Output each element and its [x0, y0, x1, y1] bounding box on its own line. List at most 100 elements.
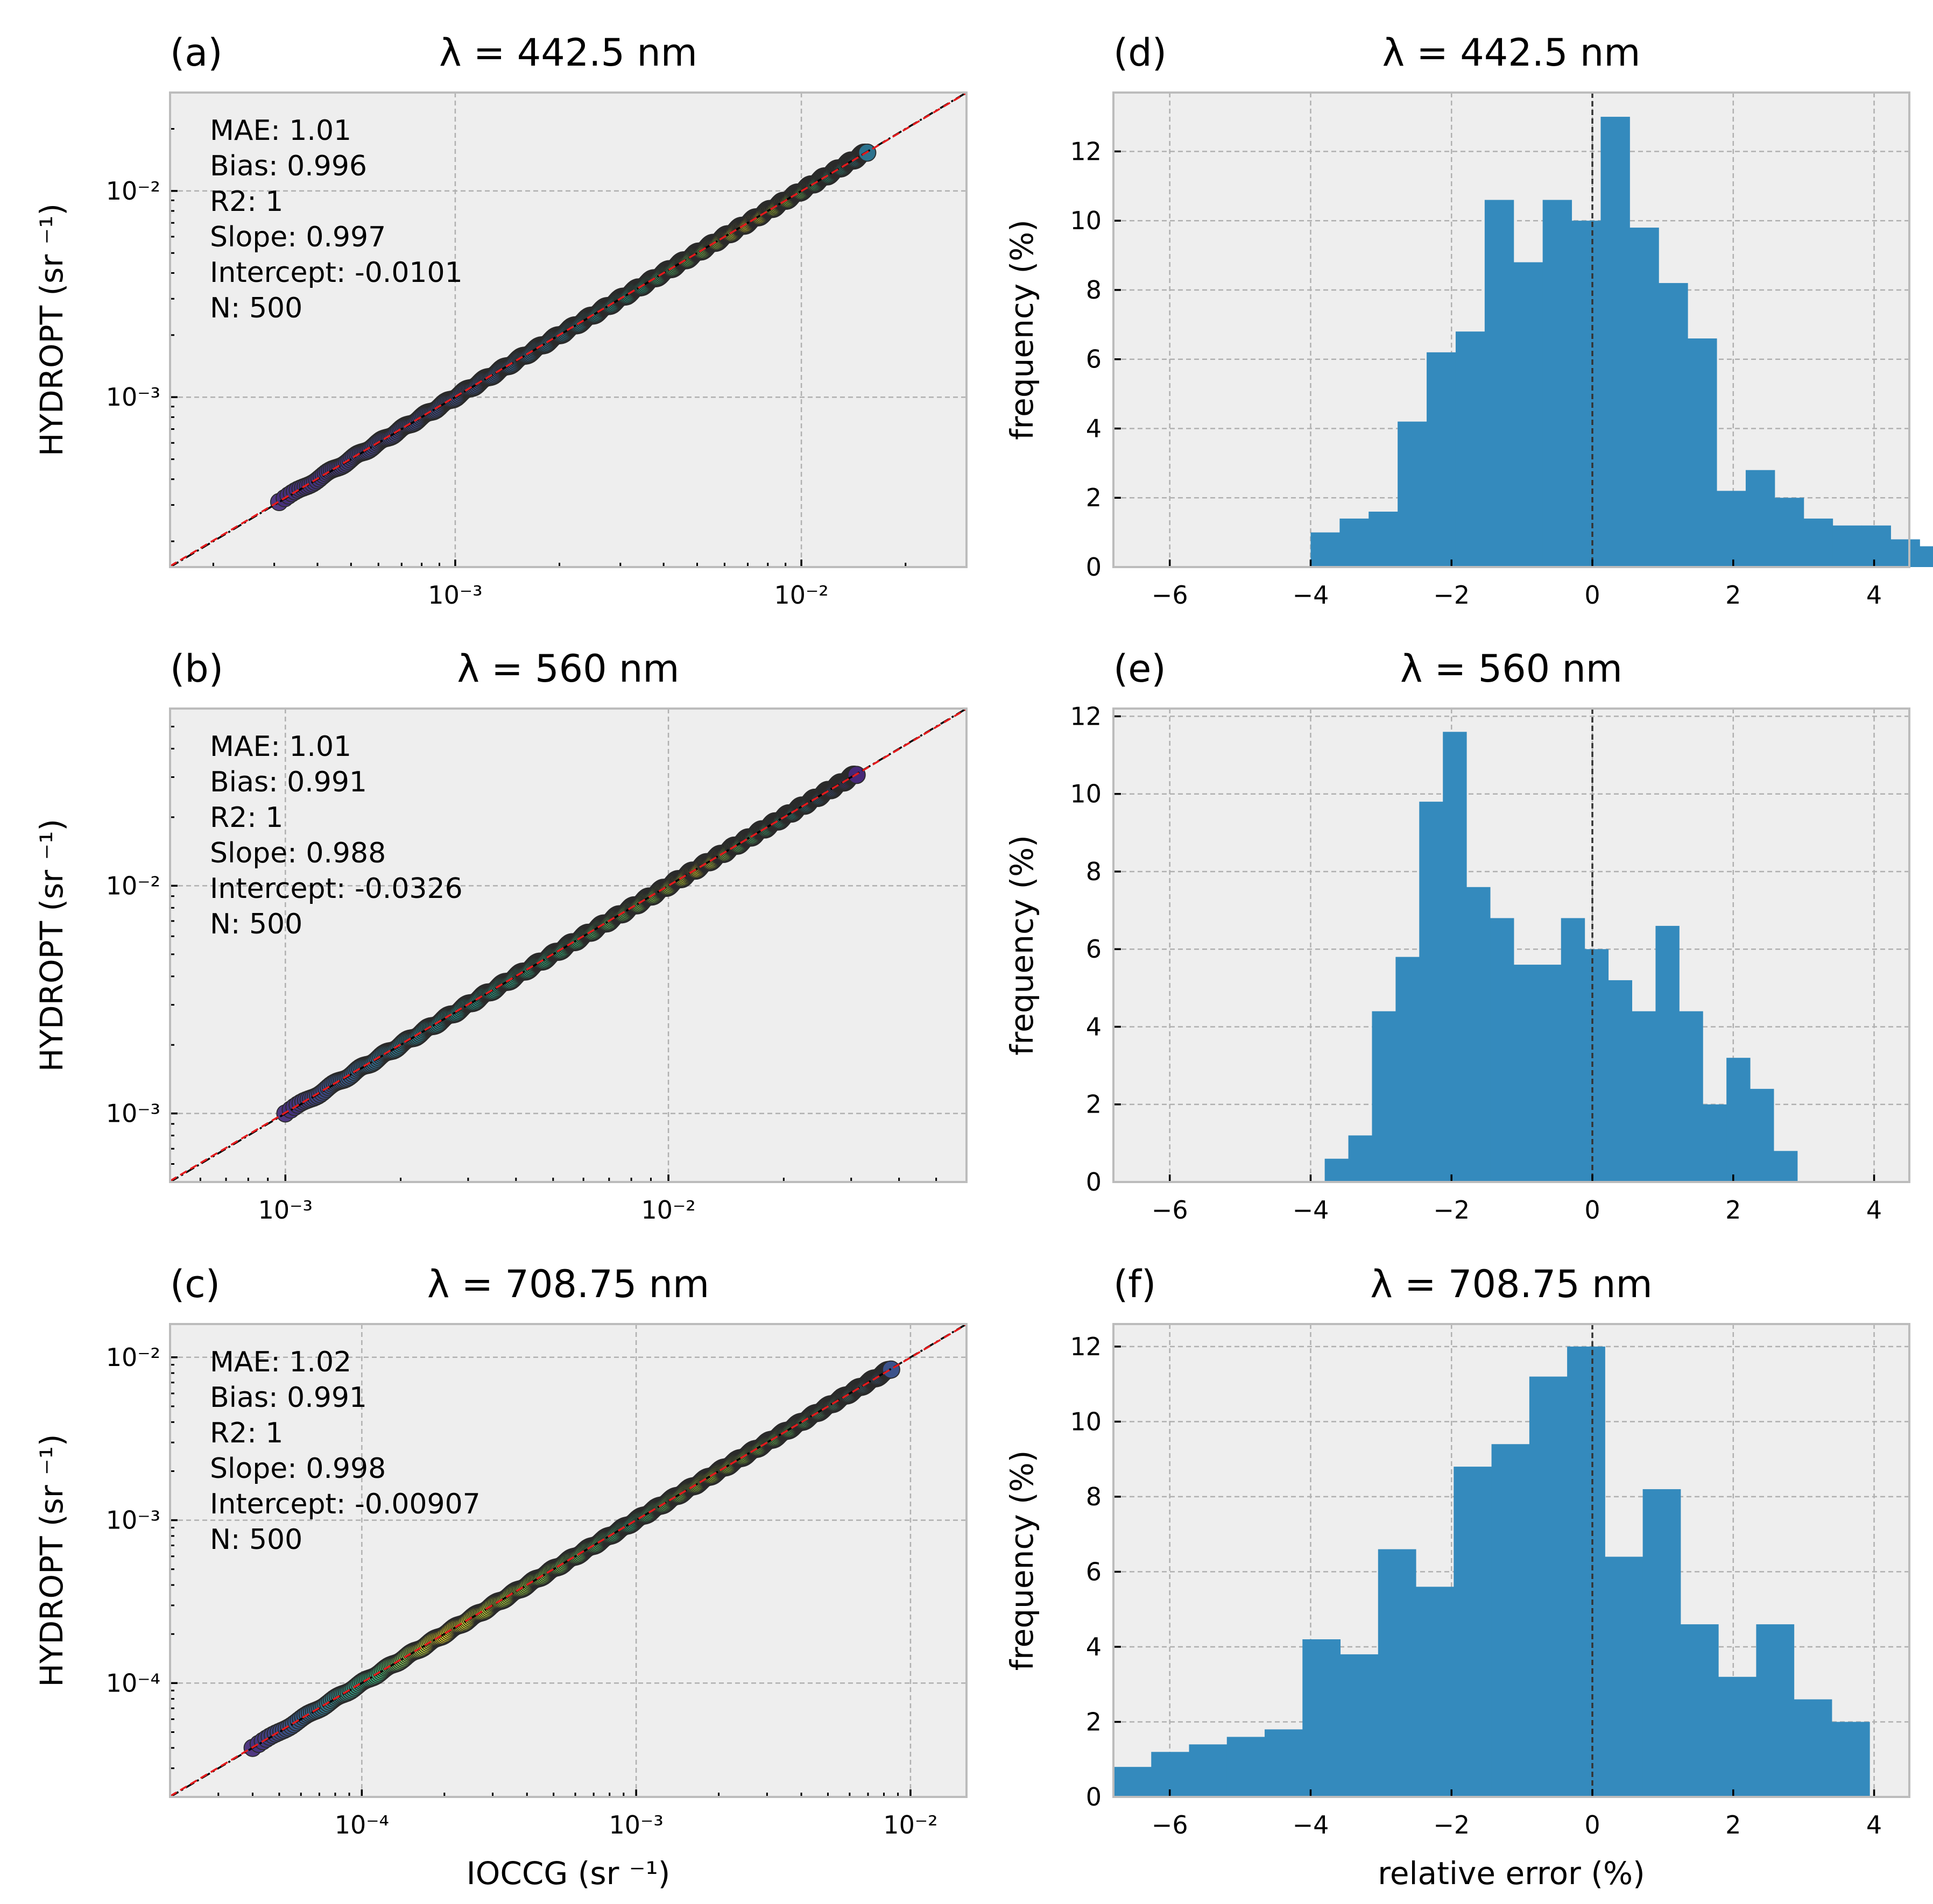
regression-line	[170, 708, 967, 1182]
histogram-bar	[1537, 965, 1562, 1182]
y-axis-label: HYDROPT (sr ⁻¹)	[33, 819, 70, 1072]
histogram-bar	[1416, 1587, 1454, 1797]
x-tick-label: −6	[1152, 1810, 1188, 1839]
histogram-bar	[1513, 965, 1538, 1182]
histogram-bar	[1745, 470, 1775, 567]
x-tick-label: 4	[1866, 1195, 1882, 1224]
y-tick-label: 0	[1086, 1782, 1102, 1811]
y-tick-label: 6	[1086, 345, 1102, 374]
histogram-bar	[1584, 949, 1609, 1182]
y-tick-label: 10⁻²	[106, 871, 160, 900]
histogram-bar	[1773, 1151, 1798, 1182]
histogram-bars	[1324, 732, 1798, 1182]
histogram-bar	[1726, 1058, 1751, 1182]
histogram-bar	[1920, 546, 1933, 567]
x-tick-label: 10⁻⁴	[335, 1810, 389, 1839]
histogram-bar	[1561, 918, 1585, 1182]
stats-line: R2: 1	[210, 1417, 283, 1449]
histogram-bars	[1113, 1346, 1870, 1797]
x-tick-label: −2	[1433, 581, 1470, 610]
x-tick-label: −4	[1293, 1810, 1329, 1839]
histogram-bar	[1542, 200, 1572, 567]
x-tick-label: −2	[1433, 1195, 1470, 1224]
histogram-bar	[1443, 732, 1467, 1182]
stats-line: R2: 1	[210, 186, 283, 218]
histogram-bar	[1455, 331, 1485, 567]
panel-label: (a)	[170, 31, 223, 75]
stats-line: N: 500	[210, 292, 302, 324]
histogram-panel-f: −6 −4 −2 0 2 4 0 2 4 6 8 10 12 (f) λ = 708.75 nm freque…	[1004, 1262, 1910, 1892]
x-tick-label: 4	[1866, 581, 1882, 610]
y-tick-label: 6	[1086, 935, 1102, 964]
axes-frame	[1112, 91, 1910, 568]
stats-line: Intercept: -0.0101	[210, 257, 463, 289]
y-axis-label: HYDROPT (sr ⁻¹)	[33, 203, 70, 456]
histogram-bar	[1756, 1624, 1795, 1797]
stats-line: Bias: 0.991	[210, 766, 367, 798]
histogram-bar	[1113, 1767, 1152, 1797]
y-axis-label: frequency (%)	[1004, 1450, 1040, 1671]
histogram-bar	[1484, 200, 1514, 567]
y-tick-label: 2	[1086, 1707, 1102, 1736]
y-axis-label: frequency (%)	[1004, 220, 1040, 440]
y-tick-label: 8	[1086, 1482, 1102, 1511]
y-tick-label: 0	[1086, 1167, 1102, 1197]
x-tick-label: 10⁻²	[774, 581, 828, 610]
axes-frame	[1112, 707, 1910, 1183]
panel-title: λ = 560 nm	[457, 647, 680, 691]
histogram-bar	[1659, 283, 1688, 567]
histogram-bar	[1302, 1639, 1341, 1797]
stats-line: Slope: 0.998	[210, 1453, 386, 1485]
stats-line: Bias: 0.996	[210, 150, 367, 182]
histogram-bar	[1378, 1549, 1416, 1797]
y-tick-label: 10⁻²	[106, 176, 160, 206]
x-tick-label: 10⁻³	[609, 1810, 664, 1839]
y-tick-label: 10⁻³	[106, 1506, 160, 1535]
histogram-bar	[1794, 1699, 1832, 1797]
scatter-panel-c: 10⁻⁴ 10⁻³ 10⁻² 10⁻⁴ 10⁻³ 10⁻² MAE: 1.02 Bias: 0…	[33, 1262, 968, 1892]
y-tick-label: 4	[1086, 414, 1102, 443]
histogram-bar	[1419, 802, 1443, 1182]
y-tick-label: 10	[1070, 206, 1102, 235]
stats-line: MAE: 1.01	[210, 731, 351, 763]
histogram-panel-e: −6 −4 −2 0 2 4 0 2 4 6 8 10 12 (e) λ = 560 nm frequency…	[1004, 647, 1910, 1224]
panel-label: (e)	[1113, 647, 1166, 691]
panel-label: (b)	[170, 647, 223, 691]
y-tick-label: 4	[1086, 1012, 1102, 1041]
histogram-bar	[1688, 338, 1717, 567]
x-tick-label: 2	[1725, 581, 1741, 610]
y-tick-label: 12	[1070, 702, 1102, 731]
histogram-bar	[1717, 491, 1746, 567]
x-axis-label: relative error (%)	[1378, 1855, 1645, 1892]
panel-title: λ = 442.5 nm	[1382, 31, 1641, 75]
y-tick-label: 0	[1086, 553, 1102, 582]
histogram-bar	[1339, 518, 1369, 567]
x-tick-label: 10⁻³	[428, 581, 482, 610]
stats-line: R2: 1	[210, 802, 283, 834]
histogram-bar	[1774, 498, 1804, 567]
histogram-bar	[1454, 1467, 1492, 1797]
histogram-bar	[1642, 1489, 1681, 1797]
histogram-bar	[1831, 1722, 1870, 1797]
y-tick-label: 12	[1070, 137, 1102, 166]
x-tick-label: −6	[1152, 581, 1188, 610]
x-tick-label: −4	[1293, 581, 1329, 610]
histogram-bar	[1600, 117, 1630, 568]
panel-label: (c)	[170, 1262, 220, 1306]
histogram-bar	[1398, 421, 1427, 567]
y-tick-label: 4	[1086, 1632, 1102, 1661]
histogram-bar	[1265, 1729, 1303, 1797]
panel-label: (d)	[1113, 31, 1167, 75]
panel-title: λ = 442.5 nm	[439, 31, 697, 75]
y-axis-label: frequency (%)	[1004, 835, 1040, 1056]
histogram-bar	[1750, 1088, 1774, 1182]
histogram-bar	[1803, 518, 1833, 567]
histogram-bars	[1310, 117, 1933, 568]
histogram-bar	[1372, 1011, 1396, 1182]
y-tick-label: 2	[1086, 1090, 1102, 1119]
histogram-bar	[1605, 1556, 1643, 1797]
histogram-bar	[1655, 925, 1680, 1182]
histogram-bar	[1679, 1011, 1703, 1182]
